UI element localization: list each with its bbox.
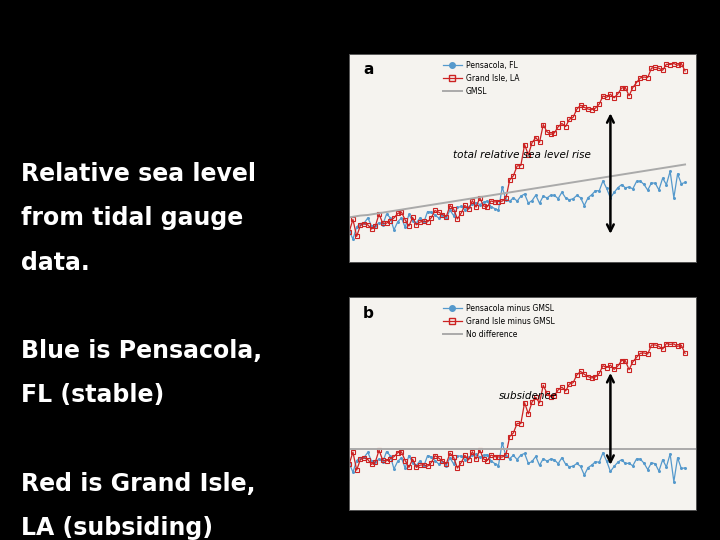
Text: b: b <box>363 306 374 321</box>
Text: subsidence: subsidence <box>498 392 557 401</box>
Text: total relative sea level rise: total relative sea level rise <box>454 150 591 160</box>
Text: LA (subsiding): LA (subsiding) <box>21 516 213 540</box>
X-axis label: Year: Year <box>507 534 539 540</box>
Text: a: a <box>363 62 374 77</box>
Legend: Pensacola, FL, Grand Isle, LA, GMSL: Pensacola, FL, Grand Isle, LA, GMSL <box>440 58 522 99</box>
Text: FL (stable): FL (stable) <box>21 383 164 407</box>
Y-axis label: Normalized MSL (mm): Normalized MSL (mm) <box>301 354 310 454</box>
Text: Relative sea level: Relative sea level <box>21 162 256 186</box>
Text: Blue is Pensacola,: Blue is Pensacola, <box>21 339 262 363</box>
Legend: Pensacola minus GMSL, Grand Isle minus GMSL, No difference: Pensacola minus GMSL, Grand Isle minus G… <box>440 301 557 342</box>
Y-axis label: Normalized MSL (mm): Normalized MSL (mm) <box>301 108 310 208</box>
Text: data.: data. <box>21 251 90 274</box>
Text: from tidal gauge: from tidal gauge <box>21 206 243 230</box>
Text: Red is Grand Isle,: Red is Grand Isle, <box>21 472 256 496</box>
